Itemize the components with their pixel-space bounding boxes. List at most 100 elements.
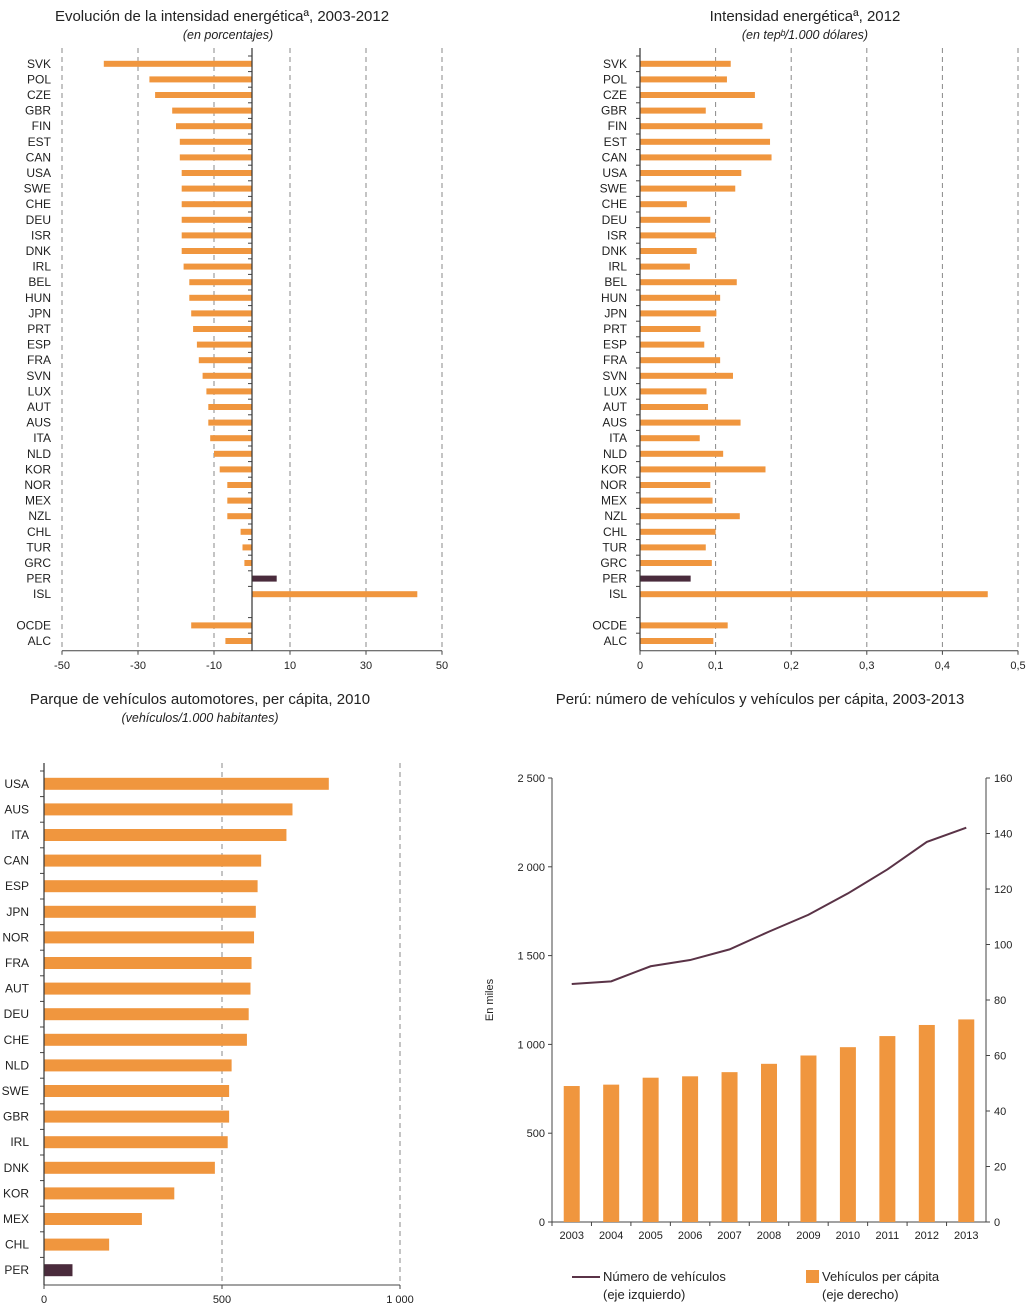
chart3-category-label: CAN	[4, 854, 29, 868]
chart1-bar	[181, 201, 252, 208]
chart3-tick-label: 0	[41, 1294, 47, 1306]
chart4-bar	[682, 1076, 699, 1222]
chart1-bar	[196, 341, 252, 348]
chart1-bar	[252, 575, 277, 582]
chart4-right-tick-label: 60	[994, 1051, 1006, 1063]
chart2-category-label: PER	[602, 572, 627, 586]
chart1-bar	[189, 294, 252, 301]
chart2-bar	[640, 76, 727, 83]
chart2-bar	[640, 92, 755, 98]
chart1-category-label: DEU	[26, 213, 51, 227]
chart3-bar	[44, 880, 258, 893]
chart3-category-label: FRA	[5, 956, 29, 970]
chart1-category-label: SVK	[27, 57, 51, 71]
chart1-category-label: NLD	[27, 447, 51, 461]
chart3-tick-label: 500	[213, 1294, 231, 1306]
chart3-category-label: DEU	[4, 1007, 29, 1021]
chart1-bar	[179, 154, 252, 161]
chart2-tick-label: 0,2	[784, 660, 799, 672]
chart3-category-label: NOR	[2, 930, 29, 944]
chart1-bar	[155, 92, 252, 98]
chart2-bar	[640, 435, 700, 442]
chart1-category-label: NOR	[24, 478, 51, 492]
chart4-right-tick-label: 100	[994, 940, 1012, 952]
chart2-category-label: DNK	[602, 244, 627, 258]
chart4-bar	[721, 1072, 738, 1222]
chart1-category-label: BEL	[28, 275, 51, 289]
chart3-category-label: NLD	[5, 1058, 29, 1072]
chart1-category-label: USA	[26, 166, 51, 180]
chart3-bar	[44, 1213, 142, 1225]
chart3-category-label: GBR	[3, 1110, 29, 1124]
chart2-bar	[640, 591, 988, 598]
chart1-bar	[176, 123, 252, 130]
chart2-bar	[640, 466, 766, 473]
chart1-bar	[214, 450, 252, 457]
chart3-bar	[44, 931, 255, 944]
chart1-category-label: AUS	[26, 416, 51, 430]
chart2-tick-label: 0,1	[708, 660, 723, 672]
chart3-category-label: KOR	[3, 1186, 29, 1200]
chart1-tick-label: -50	[54, 660, 70, 672]
chart1-bar	[208, 419, 252, 426]
chart2-bar	[640, 279, 737, 286]
chart2-bar	[640, 388, 707, 395]
chart2-category-label: PRT	[603, 322, 627, 336]
chart4-title: Perú: número de vehículos y vehículos pe…	[556, 691, 965, 708]
chart2-category-label: HUN	[601, 291, 627, 305]
chart2-bar	[640, 513, 740, 520]
chart2-category-label: NOR	[600, 478, 627, 492]
chart1-bar	[219, 466, 252, 473]
chart2-bar	[640, 544, 706, 551]
chart1-bar	[198, 357, 252, 364]
chart1-bar	[193, 326, 252, 332]
chart4-right-tick-label: 40	[994, 1106, 1006, 1118]
chart2-category-label: NZL	[604, 509, 627, 523]
chart2-category-label: LUX	[604, 384, 627, 398]
chart1-category-label: DNK	[26, 244, 51, 258]
chart1-category-label: LUX	[28, 384, 51, 398]
legend-bar-label: Vehículos per cápita	[822, 1269, 940, 1284]
chart2-bar	[640, 622, 728, 629]
chart2-bar	[640, 575, 691, 582]
chart3-bar	[44, 1059, 232, 1072]
chart3-bar	[44, 1085, 230, 1097]
chart1-category-label: NZL	[28, 509, 51, 523]
chart3-category-label: CHE	[4, 1033, 29, 1047]
chart1-bar	[172, 107, 252, 114]
chart3-bar	[44, 982, 251, 995]
chart1-bar	[191, 310, 252, 317]
chart2-bar	[640, 294, 721, 301]
chart4-bar	[800, 1055, 817, 1222]
chart1-category-label: PER	[26, 572, 51, 586]
chart2-category-label: GRC	[600, 556, 627, 570]
chart3-bar	[44, 1187, 175, 1200]
chart2-category-label: CHE	[602, 197, 627, 211]
chart4-x-tick-label: 2009	[796, 1230, 820, 1242]
chart3-bar	[44, 1136, 228, 1149]
chart2-tick-label: 0,3	[859, 660, 874, 672]
chart2-category-label: ALC	[604, 634, 628, 648]
chart2-bar	[640, 248, 697, 254]
chart4-left-tick-label: 1 500	[517, 951, 545, 963]
chart1-category-label: CZE	[27, 88, 51, 102]
chart2-bar	[640, 170, 742, 176]
chart2-category-label: NLD	[603, 447, 627, 461]
chart2-bar	[640, 404, 709, 410]
chart1-bar	[189, 279, 252, 286]
chart4-x-tick-label: 2003	[559, 1230, 583, 1242]
chart1-category-label: GRC	[24, 556, 51, 570]
chart1-bar	[208, 404, 252, 410]
chart3-category-label: MEX	[3, 1212, 29, 1226]
chart2-category-label: BEL	[604, 275, 627, 289]
legend-line-sub: (eje izquierdo)	[603, 1287, 685, 1302]
chart4-right-tick-label: 120	[994, 884, 1012, 896]
chart2-category-label: JPN	[604, 306, 627, 320]
chart3-title: Parque de vehículos automotores, per cáp…	[30, 691, 370, 708]
chart3-bar	[44, 1008, 249, 1021]
chart1-bar	[181, 232, 252, 239]
chart1-tick-label: -30	[130, 660, 146, 672]
chart1-category-label: FRA	[27, 353, 51, 367]
chart2-category-label: TUR	[602, 540, 627, 554]
